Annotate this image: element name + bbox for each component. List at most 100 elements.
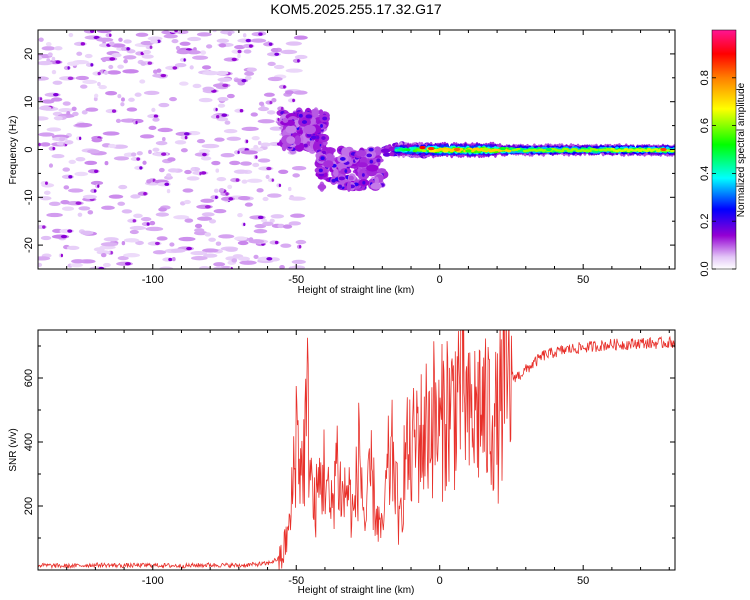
spectrogram-noise-blob	[213, 262, 226, 267]
spectrogram-y-tick-label: -10	[23, 189, 35, 205]
spectrogram-noise-core	[239, 109, 244, 113]
spectrogram-noise-blob	[40, 235, 52, 241]
spectrogram-cluster-blob	[282, 117, 289, 123]
spectrogram-noise-blob	[203, 253, 218, 258]
spectrogram-noise-core	[221, 113, 228, 117]
spectrogram-cluster-core	[318, 168, 323, 173]
spectrogram-noise-blob	[51, 69, 57, 75]
spectrogram-cluster-blob	[322, 160, 334, 168]
spectrogram-noise-blob	[291, 166, 307, 171]
spectrogram-noise-blob	[121, 209, 133, 214]
spectrogram-noise-blob	[61, 206, 75, 211]
spectrogram-noise-blob	[143, 90, 160, 95]
spectrogram-noise-blob	[213, 208, 227, 214]
spectrogram-noise-blob	[216, 38, 230, 43]
spectrogram-noise-blob	[72, 111, 79, 117]
spectrogram-noise-blob	[38, 61, 53, 66]
spectrogram-noise-blob	[123, 238, 140, 243]
colorbar-tick-label: 0.4	[699, 166, 711, 181]
spectrogram-hot-spot	[419, 145, 426, 150]
spectrogram-noise-blob	[141, 54, 154, 59]
spectrogram-noise-blob	[53, 116, 63, 121]
spectrogram-onset-blob	[388, 146, 396, 152]
spectrogram-noise-blob	[62, 101, 71, 106]
spectrogram-noise-blob	[194, 223, 203, 229]
spectrogram-noise-blob	[84, 53, 93, 59]
spectrogram-noise-blob	[169, 96, 177, 102]
spectrogram-noise-core	[67, 76, 74, 80]
spectrogram-noise-core	[241, 78, 247, 83]
spectrogram-noise-blob	[219, 187, 225, 193]
spectrogram-noise-blob	[211, 160, 221, 166]
spectrogram-noise-blob	[117, 256, 129, 261]
spectrogram-noise-core	[204, 205, 211, 209]
spectrogram-noise-blob	[48, 201, 61, 206]
spectrogram-noise-core	[271, 178, 274, 182]
spectrogram-cluster-core	[310, 135, 317, 140]
spectrogram-noise-blob	[97, 81, 101, 87]
spectrogram-noise-blob	[101, 205, 115, 210]
spectrogram-noise-blob	[38, 132, 55, 137]
spectrogram-noise-blob	[59, 136, 66, 142]
spectrogram-noise-blob	[167, 168, 179, 173]
spectrogram-cluster-blob	[294, 135, 302, 146]
spectrogram-noise-blob	[202, 248, 219, 253]
spectrogram-noise-blob	[140, 61, 147, 66]
spectrogram-noise-blob	[208, 237, 216, 242]
colorbar-tick-label: 0.6	[699, 118, 711, 133]
spectrogram-noise-blob	[212, 30, 217, 33]
spectrogram-noise-blob	[279, 264, 285, 269]
spectrogram-cluster-blob	[286, 119, 295, 127]
spectrogram-noise-blob	[54, 46, 63, 51]
spectrogram-noise-core	[68, 175, 73, 179]
spectrogram-hot-spot	[465, 149, 472, 153]
spectrogram-noise-blob	[100, 242, 119, 247]
spectrogram-noise-blob	[182, 188, 194, 193]
spectrogram-noise-core	[132, 219, 137, 223]
spectrogram-noise-core	[172, 66, 178, 70]
spectrogram-noise-core	[42, 225, 46, 229]
spectrogram-noise-blob	[186, 176, 200, 181]
spectrogram-noise-blob	[38, 256, 51, 261]
spectrogram-noise-core	[149, 45, 153, 49]
spectrogram-noise-blob	[109, 41, 115, 46]
spectrogram-x-tick-label: 0	[437, 274, 443, 286]
spectrogram-noise-blob	[117, 93, 122, 99]
spectrogram-noise-core	[90, 30, 95, 33]
spectrogram-noise-blob	[219, 265, 232, 269]
spectrogram-cluster-blob	[286, 136, 296, 144]
spectrogram-noise-blob	[166, 188, 171, 194]
spectrogram-noise-blob	[75, 157, 86, 162]
spectrogram-noise-blob	[266, 110, 276, 115]
spectrogram-noise-blob	[76, 51, 83, 56]
snr-marks	[38, 330, 675, 570]
spectrogram-hot-spot	[660, 147, 667, 152]
spectrogram-noise-core	[45, 181, 48, 185]
spectrogram-onset-blob	[380, 148, 390, 153]
colorbar-tick-label: 0.0	[699, 261, 711, 276]
spectrogram-noise-core	[215, 107, 218, 112]
spectrogram-noise-blob	[75, 122, 93, 128]
colorbar: 0.0 0.2 0.4 0.6 0.8 Normalized spectral ampl…	[699, 29, 747, 277]
spectrogram-noise-core	[237, 150, 240, 154]
spectrogram-noise-blob	[179, 81, 189, 86]
spectrogram-noise-blob	[115, 118, 121, 124]
spectrogram-noise-core	[245, 139, 249, 144]
spectrogram-noise-blob	[265, 174, 270, 180]
spectrogram-noise-blob	[214, 137, 225, 142]
spectrogram-cluster-blob	[376, 168, 387, 174]
spectrogram-noise-blob	[198, 97, 213, 103]
spectrogram-noise-blob	[123, 59, 128, 64]
spectrogram-noise-core	[201, 152, 207, 157]
spectrogram-noise-blob	[238, 256, 250, 261]
spectrogram-noise-blob	[226, 136, 242, 141]
spectrogram-noise-blob	[224, 120, 231, 125]
spectrogram-noise-blob	[105, 91, 118, 96]
spectrogram-noise-blob	[291, 259, 306, 265]
spectrogram-noise-core	[297, 59, 300, 63]
spectrogram-noise-blob	[130, 152, 137, 157]
spectrogram-noise-blob	[178, 236, 196, 242]
spectrogram-noise-core	[266, 166, 272, 171]
spectrogram-noise-blob	[257, 158, 271, 163]
